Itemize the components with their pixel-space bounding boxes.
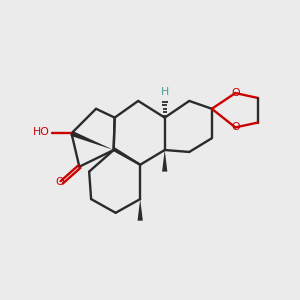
Text: O: O — [232, 122, 240, 132]
Text: O: O — [232, 88, 240, 98]
Text: O: O — [55, 177, 64, 188]
Polygon shape — [70, 131, 114, 150]
Polygon shape — [162, 150, 167, 172]
Text: HO: HO — [33, 128, 50, 137]
Text: H: H — [160, 87, 169, 97]
Polygon shape — [137, 199, 143, 221]
